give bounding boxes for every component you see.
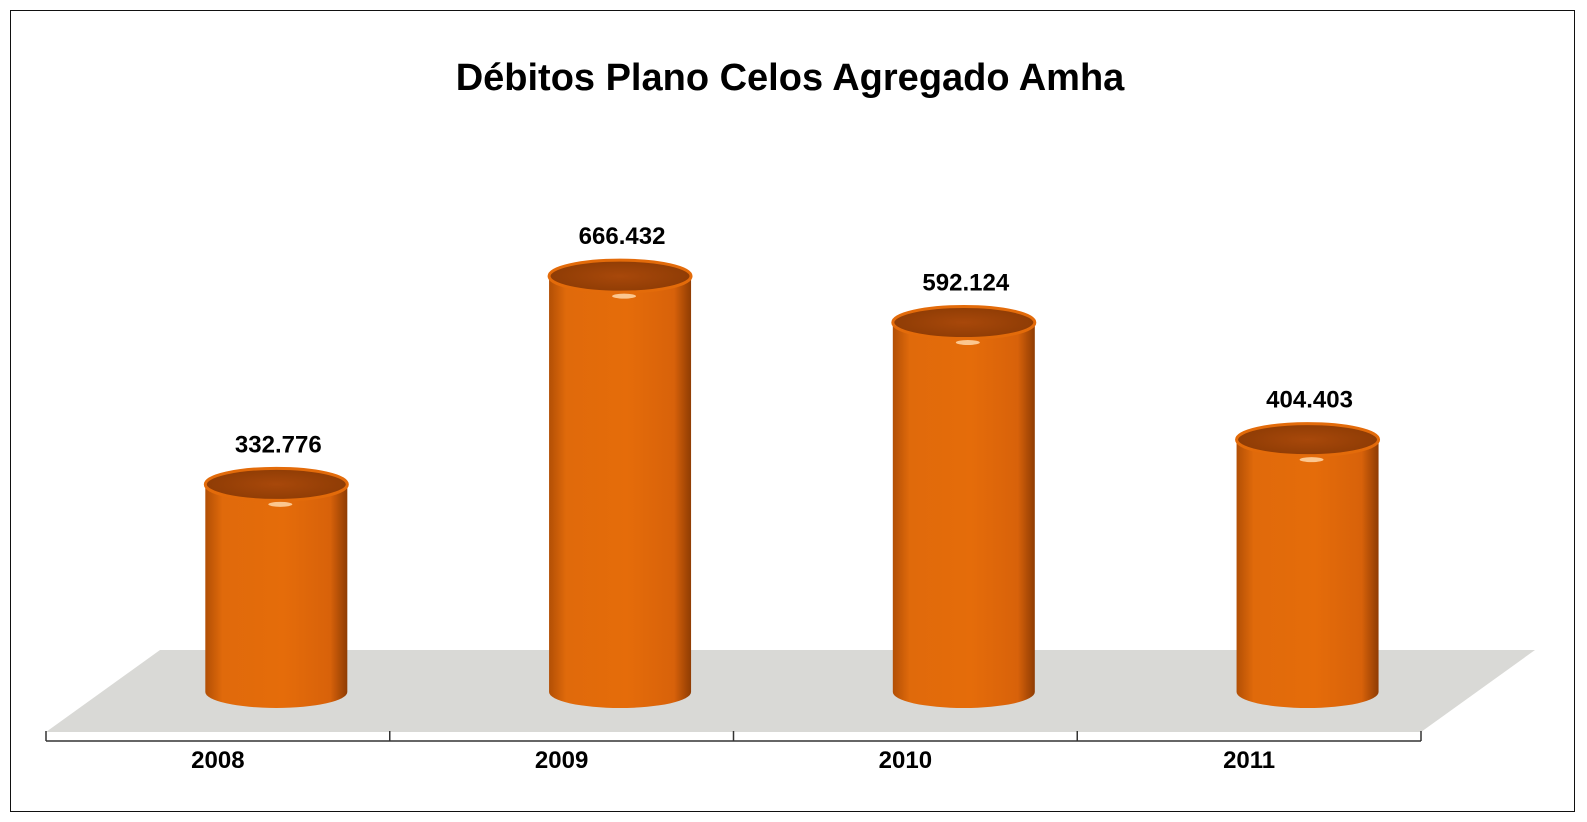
- data-label: 592.124: [922, 270, 1009, 297]
- bar-highlight: [612, 293, 637, 299]
- chart-floor: [46, 650, 1535, 732]
- bar-top: [1235, 422, 1381, 458]
- bar-2011: [1235, 422, 1381, 708]
- bar-highlight: [955, 340, 980, 346]
- bar-body: [1236, 439, 1379, 708]
- data-label: 666.432: [579, 223, 666, 250]
- bar-highlight: [268, 501, 293, 507]
- x-tick-label: 2009: [535, 747, 588, 774]
- bar-highlight: [1299, 457, 1324, 463]
- bar-top: [547, 258, 693, 294]
- bar-2009: [547, 258, 693, 708]
- chart-title: Débitos Plano Celos Agregado Amha: [456, 57, 1125, 99]
- bar-body: [549, 276, 692, 708]
- bar-top: [891, 305, 1037, 341]
- bar-2010: [891, 305, 1037, 708]
- bar-2008: [203, 466, 349, 708]
- bar-top: [203, 466, 349, 502]
- x-tick-label: 2008: [191, 747, 244, 774]
- x-tick-label: 2010: [879, 747, 932, 774]
- bar-body: [205, 484, 348, 708]
- data-label: 404.403: [1266, 387, 1353, 414]
- data-label: 332.776: [235, 431, 322, 458]
- x-tick-label: 2011: [1223, 747, 1275, 774]
- bar-body: [892, 322, 1035, 708]
